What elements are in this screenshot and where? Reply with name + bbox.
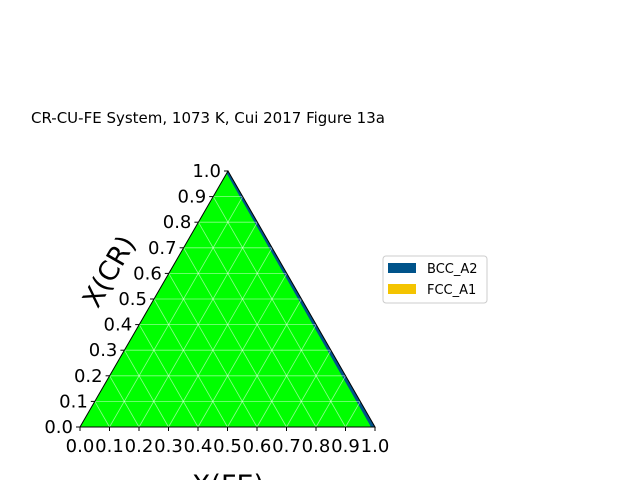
grid-line-fe: [286, 349, 332, 428]
y-tick-label: 1.0: [192, 161, 221, 182]
y-tick-label: 0.8: [163, 212, 192, 233]
grid-line-cu: [183, 247, 287, 428]
legend-swatch: [388, 284, 416, 294]
x-tick-label: 0.7: [272, 436, 301, 457]
y-axis-ticks: 0.0 0.1 0.2 0.3 0.4 0.5 0.6 0.7 0.8 0.9 1.0: [44, 161, 228, 438]
grid-line-fe: [345, 401, 361, 428]
y-tick-label: 0.3: [89, 340, 118, 361]
x-tick-label: 0.3: [154, 436, 183, 457]
grid-line-fe: [109, 196, 244, 428]
x-tick-label: 0.8: [302, 436, 331, 457]
y-tick-label: 0.4: [104, 315, 133, 336]
grid-line-cu: [124, 350, 169, 428]
grid-line-cu: [153, 298, 228, 428]
x-tick-label: 0.1: [95, 436, 124, 457]
x-tick-label: 1.0: [361, 436, 390, 457]
y-tick-label: 0.7: [148, 238, 177, 259]
y-tick-label: 0.6: [133, 263, 162, 284]
x-tick-label: 0.2: [125, 436, 154, 457]
y-tick-label: 0.1: [59, 391, 88, 412]
grid-line-cu: [94, 401, 110, 428]
x-tick-label: 0.5: [213, 436, 242, 457]
grid-line-cu: [109, 375, 140, 428]
y-tick-label: 0.0: [44, 417, 73, 438]
legend-swatch: [388, 263, 416, 273]
x-axis-label: X(FE): [192, 470, 264, 480]
legend-label: BCC_A2: [427, 262, 478, 277]
y-tick-label: 0.2: [74, 366, 103, 387]
x-tick-label: 0.0: [66, 436, 95, 457]
grid-lines: [94, 196, 361, 428]
x-tick-label: 0.4: [184, 436, 213, 457]
grid-line-fe: [227, 298, 302, 428]
legend: BCC_A2 FCC_A1: [382, 255, 488, 304]
grid-line-cu: [212, 196, 346, 428]
y-tick-label: 0.5: [118, 289, 147, 310]
grid-line-fe: [168, 247, 273, 428]
x-tick-label: 0.6: [243, 436, 272, 457]
x-axis-ticks: 0.0 0.1 0.2 0.3 0.4 0.5 0.6 0.7 0.8 0.9 1.0: [66, 427, 390, 457]
grid-line-fe: [256, 324, 317, 428]
grid-line-fe: [315, 375, 346, 428]
x-tick-label: 0.9: [331, 436, 360, 457]
legend-label: FCC_A1: [427, 283, 476, 298]
grid-line-cu: [138, 324, 199, 428]
y-tick-label: 0.9: [178, 187, 207, 208]
chart-title: CR-CU-FE System, 1073 K, Cui 2017 Figure…: [31, 109, 385, 127]
